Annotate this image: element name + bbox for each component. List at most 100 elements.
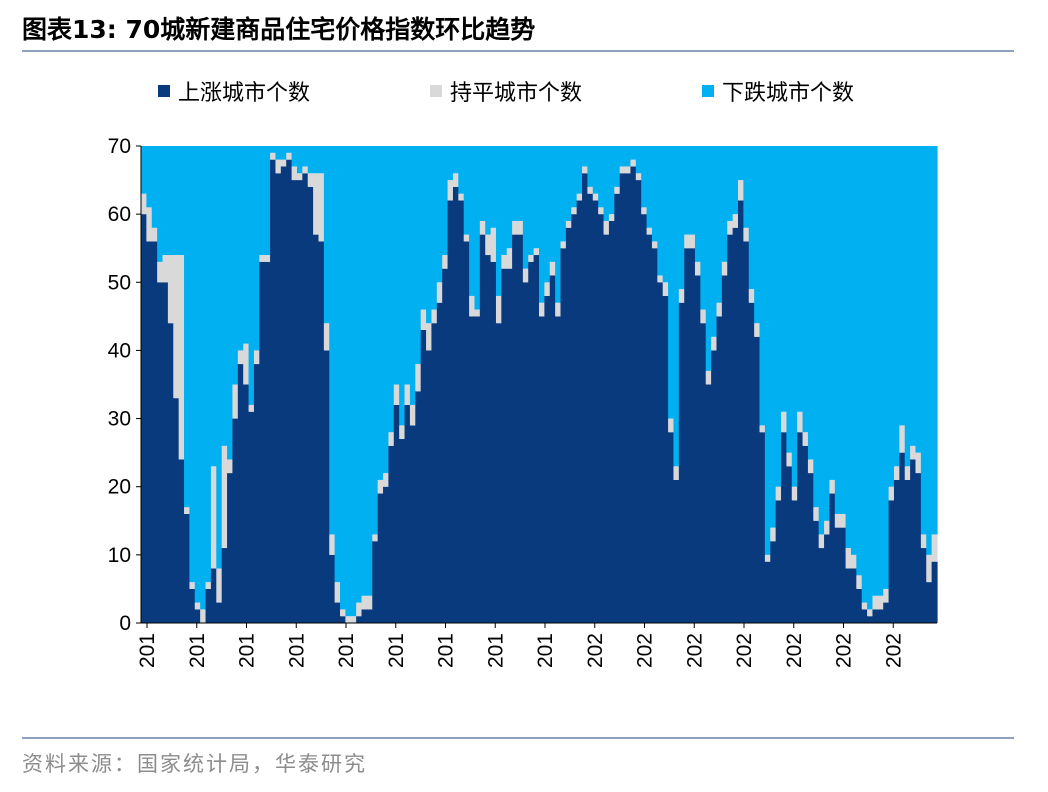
bar-up: [641, 214, 648, 623]
bar-down: [329, 146, 336, 535]
x-tick-label: 202: [733, 633, 756, 668]
bar-up: [415, 391, 422, 623]
bar-up: [318, 241, 325, 623]
bar-up: [495, 323, 502, 623]
bar-up: [700, 323, 707, 623]
bar-flat: [189, 582, 196, 589]
bar-up: [646, 234, 653, 623]
bar-flat: [151, 227, 158, 242]
bar-up: [452, 186, 459, 623]
bar-flat: [603, 220, 610, 235]
y-tick-label: 30: [108, 408, 131, 431]
bar-flat: [829, 479, 836, 494]
bar-flat: [431, 309, 438, 324]
bar-down: [893, 146, 900, 467]
bar-up: [888, 500, 895, 623]
bar-down: [877, 146, 884, 596]
bar-up: [232, 418, 239, 623]
bar-up: [431, 323, 438, 623]
bar-up: [867, 616, 874, 623]
bar-down: [587, 146, 594, 187]
bar-up: [668, 432, 675, 623]
bar-flat: [840, 513, 847, 528]
bar-down: [431, 146, 438, 310]
bar-down: [350, 146, 357, 617]
bar-down: [834, 146, 841, 514]
bar-up: [205, 588, 212, 623]
bar-flat: [275, 159, 282, 174]
bar-flat: [770, 527, 777, 542]
bar-flat: [302, 166, 309, 174]
bar-flat: [141, 193, 147, 215]
bar-flat: [318, 173, 325, 242]
x-tick-label: 201: [335, 633, 358, 668]
bar-up: [764, 561, 771, 623]
bar-down: [657, 146, 664, 276]
bar-down: [775, 146, 782, 487]
bar-up: [286, 159, 293, 623]
bar-down: [157, 146, 164, 262]
bar-flat: [786, 452, 793, 467]
bar-down: [221, 146, 228, 446]
bar-flat: [221, 445, 228, 549]
bar-down: [829, 146, 836, 480]
source-note: 资料来源：国家统计局，华泰研究: [22, 752, 367, 776]
bar-up: [221, 548, 228, 623]
bar-flat: [861, 602, 868, 610]
bar-up: [850, 568, 857, 623]
bar-up: [501, 268, 508, 623]
bar-down: [711, 146, 718, 337]
bars: [141, 146, 938, 623]
bar-flat: [173, 255, 180, 399]
bar-down: [340, 146, 346, 610]
bar-down: [732, 146, 739, 215]
bar-up: [877, 609, 884, 623]
bar-flat: [587, 186, 594, 194]
bar-flat: [576, 193, 583, 201]
bar-up: [264, 261, 271, 623]
bar-down: [393, 146, 400, 385]
bar-down: [845, 146, 852, 549]
bar-up: [334, 602, 341, 623]
bar-up: [361, 609, 368, 623]
bar-down: [867, 146, 874, 610]
bar-up: [587, 193, 594, 623]
bar-down: [770, 146, 777, 528]
bar-flat: [404, 384, 411, 405]
bar-down: [791, 146, 798, 487]
bar-down: [377, 146, 384, 480]
bar-up: [926, 582, 933, 623]
bar-down: [458, 146, 465, 194]
bar-flat: [345, 616, 352, 623]
bar-flat: [194, 602, 201, 610]
bar-down: [366, 146, 373, 596]
bar-up: [291, 180, 298, 623]
bar-down: [813, 146, 820, 508]
bar-up: [829, 493, 836, 623]
bar-down: [926, 146, 933, 555]
bar-flat: [377, 479, 384, 494]
bar-flat: [791, 486, 798, 501]
bar-down: [802, 146, 809, 433]
y-tick-label: 70: [108, 135, 131, 158]
bar-up: [840, 527, 847, 623]
x-tick-label: 201: [236, 633, 259, 668]
bar-down: [237, 146, 244, 351]
bar-down: [280, 146, 287, 160]
bar-flat: [738, 180, 744, 201]
bar-down: [469, 146, 476, 296]
bar-up: [533, 255, 540, 623]
y-tick-label: 10: [108, 544, 131, 567]
bar-down: [807, 146, 814, 460]
bar-up: [463, 241, 470, 623]
bar-down: [619, 146, 626, 167]
x-tick-label: 201: [186, 633, 209, 668]
bar-up: [883, 602, 890, 623]
bar-down: [474, 146, 481, 310]
bar-flat: [270, 152, 277, 160]
bar-up: [372, 541, 379, 623]
bar-down: [506, 146, 513, 249]
bar-down: [323, 146, 330, 324]
bar-flat: [388, 432, 395, 446]
bar-flat: [856, 575, 863, 589]
